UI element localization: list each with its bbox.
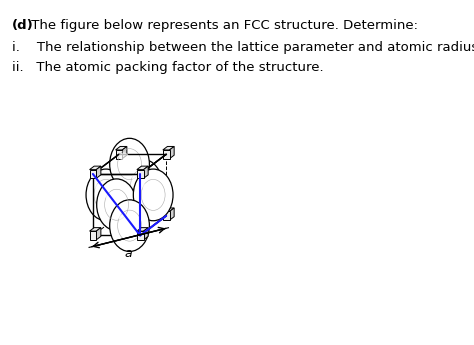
Polygon shape: [122, 208, 127, 220]
Polygon shape: [144, 166, 148, 178]
Polygon shape: [96, 228, 101, 240]
Polygon shape: [96, 166, 101, 178]
Ellipse shape: [118, 152, 128, 160]
Polygon shape: [90, 166, 101, 170]
Polygon shape: [163, 208, 174, 211]
Polygon shape: [116, 211, 122, 220]
Polygon shape: [116, 150, 122, 159]
Polygon shape: [137, 231, 144, 240]
Text: i.    The relationship between the lattice parameter and atomic radius: i. The relationship between the lattice …: [12, 41, 474, 54]
Ellipse shape: [106, 193, 116, 201]
Polygon shape: [90, 231, 96, 240]
Text: The figure below represents an FCC structure. Determine:: The figure below represents an FCC struc…: [27, 19, 419, 32]
Text: $a$: $a$: [124, 247, 133, 260]
Polygon shape: [170, 146, 174, 159]
Polygon shape: [90, 228, 101, 231]
Polygon shape: [163, 211, 170, 220]
Circle shape: [109, 138, 149, 190]
Circle shape: [97, 179, 137, 230]
Text: (d): (d): [12, 19, 34, 32]
Polygon shape: [122, 146, 127, 159]
Ellipse shape: [118, 214, 128, 222]
Ellipse shape: [142, 183, 152, 191]
Polygon shape: [170, 208, 174, 220]
Polygon shape: [163, 150, 170, 159]
Circle shape: [133, 169, 173, 221]
Circle shape: [123, 159, 163, 211]
Text: ii.   The atomic packing factor of the structure.: ii. The atomic packing factor of the str…: [12, 61, 324, 74]
Circle shape: [109, 200, 149, 252]
Polygon shape: [116, 146, 127, 150]
Polygon shape: [137, 166, 148, 170]
Polygon shape: [116, 208, 127, 211]
Polygon shape: [137, 228, 148, 231]
Polygon shape: [90, 170, 96, 178]
Polygon shape: [137, 170, 144, 178]
Polygon shape: [144, 228, 148, 240]
Ellipse shape: [95, 183, 105, 191]
Polygon shape: [163, 146, 174, 150]
Ellipse shape: [132, 174, 142, 181]
Circle shape: [86, 169, 126, 221]
